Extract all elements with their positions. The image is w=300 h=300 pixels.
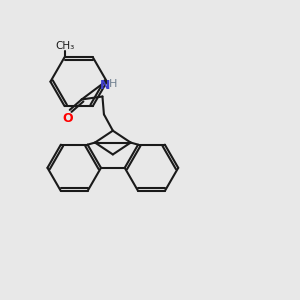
Text: N: N xyxy=(100,79,111,92)
Text: O: O xyxy=(62,112,73,125)
Text: CH₃: CH₃ xyxy=(55,40,74,51)
Text: H: H xyxy=(109,79,117,89)
